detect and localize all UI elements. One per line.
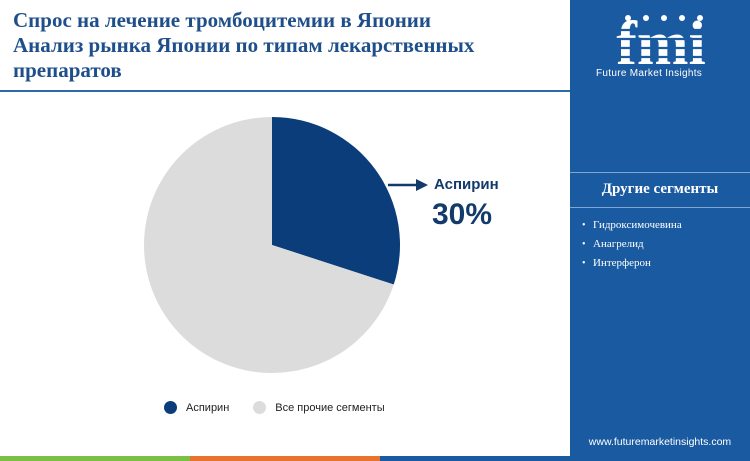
pie-chart <box>144 117 428 373</box>
pie-slice-others <box>144 117 394 373</box>
fmi-logo: fmi <box>594 10 728 78</box>
sidebar-divider-top <box>570 172 750 173</box>
legend-item-others: Все прочие сегменты <box>253 401 385 414</box>
title-line-3: препаратов <box>13 58 122 82</box>
segment-item-3: Интерферон <box>582 254 682 273</box>
title-line-1: Спрос на лечение тромбоцитемии в Японии <box>13 8 432 32</box>
pie-slice-aspirin <box>272 117 400 285</box>
legend-label-others: Все прочие сегменты <box>275 401 385 414</box>
bottom-bar-orange <box>190 456 380 461</box>
main-panel: Спрос на лечение тромбоцитемии в Японии … <box>0 8 570 461</box>
segment-item-1: Гидроксимочевина <box>582 216 682 235</box>
pie-slices <box>144 117 400 373</box>
sidebar-divider-bottom <box>570 207 750 208</box>
legend-item-aspirin: Аспирин <box>164 401 229 414</box>
bottom-bar-blue <box>380 456 570 461</box>
segment-item-2: Анагрелид <box>582 235 682 254</box>
legend-label-aspirin: Аспирин <box>186 401 230 414</box>
logo-stripes-icon <box>594 28 728 59</box>
website-link[interactable]: www.futuremarketinsights.com <box>588 436 732 448</box>
logo-globe-icons <box>625 15 703 21</box>
legend-swatch-aspirin <box>164 401 177 414</box>
bottom-bar-green <box>0 456 190 461</box>
callout-arrow <box>388 179 428 191</box>
segments-title: Другие сегменты <box>601 181 719 197</box>
legend-swatch-others <box>253 401 267 414</box>
sidebar: fmi Future Market Insights Другие сегмен… <box>570 0 750 461</box>
chart-legend: Аспирин Все прочие сегменты <box>164 401 409 414</box>
page-title: Спрос на лечение тромбоцитемии в Японии … <box>13 8 563 83</box>
callout-label: Аспирин <box>434 176 499 193</box>
title-divider <box>0 90 570 92</box>
callout-value: 30% <box>432 198 493 231</box>
logo-wordmark: fmi <box>616 10 706 78</box>
segments-list: Гидроксимочевина Анагрелид Интерферон <box>582 216 682 273</box>
logo-tagline: Future Market Insights <box>596 68 703 79</box>
title-line-2: Анализ рынка Японии по типам лекарственн… <box>13 33 475 57</box>
